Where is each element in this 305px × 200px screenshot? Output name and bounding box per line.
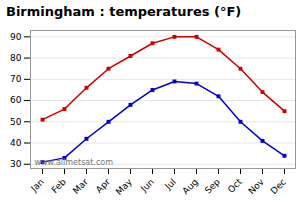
svg-text:Jul: Jul — [162, 177, 177, 192]
svg-text:70: 70 — [10, 74, 22, 84]
svg-text:Feb: Feb — [50, 177, 69, 196]
svg-text:www.allmetsat.com: www.allmetsat.com — [35, 158, 114, 167]
svg-text:May: May — [114, 176, 135, 197]
svg-text:Oct: Oct — [226, 176, 244, 194]
svg-text:60: 60 — [10, 95, 22, 105]
svg-text:Jan: Jan — [28, 177, 46, 195]
svg-text:30: 30 — [10, 159, 22, 169]
html-text:Birmingham : temperatures (°F): Birmingham : temperatures (°F) — [6, 4, 242, 19]
svg-text:Dec: Dec — [269, 177, 288, 196]
svg-text:Mar: Mar — [71, 176, 90, 195]
svg-text:80: 80 — [10, 53, 22, 63]
svg-text:40: 40 — [10, 138, 22, 148]
svg-text:Apr: Apr — [94, 177, 112, 195]
svg-text:90: 90 — [10, 32, 22, 42]
svg-text:Sep: Sep — [203, 177, 222, 196]
svg-text:Nov: Nov — [246, 176, 266, 196]
svg-text:Jun: Jun — [138, 177, 156, 195]
svg-text:Aug: Aug — [180, 177, 200, 197]
svg-text:50: 50 — [10, 117, 22, 127]
